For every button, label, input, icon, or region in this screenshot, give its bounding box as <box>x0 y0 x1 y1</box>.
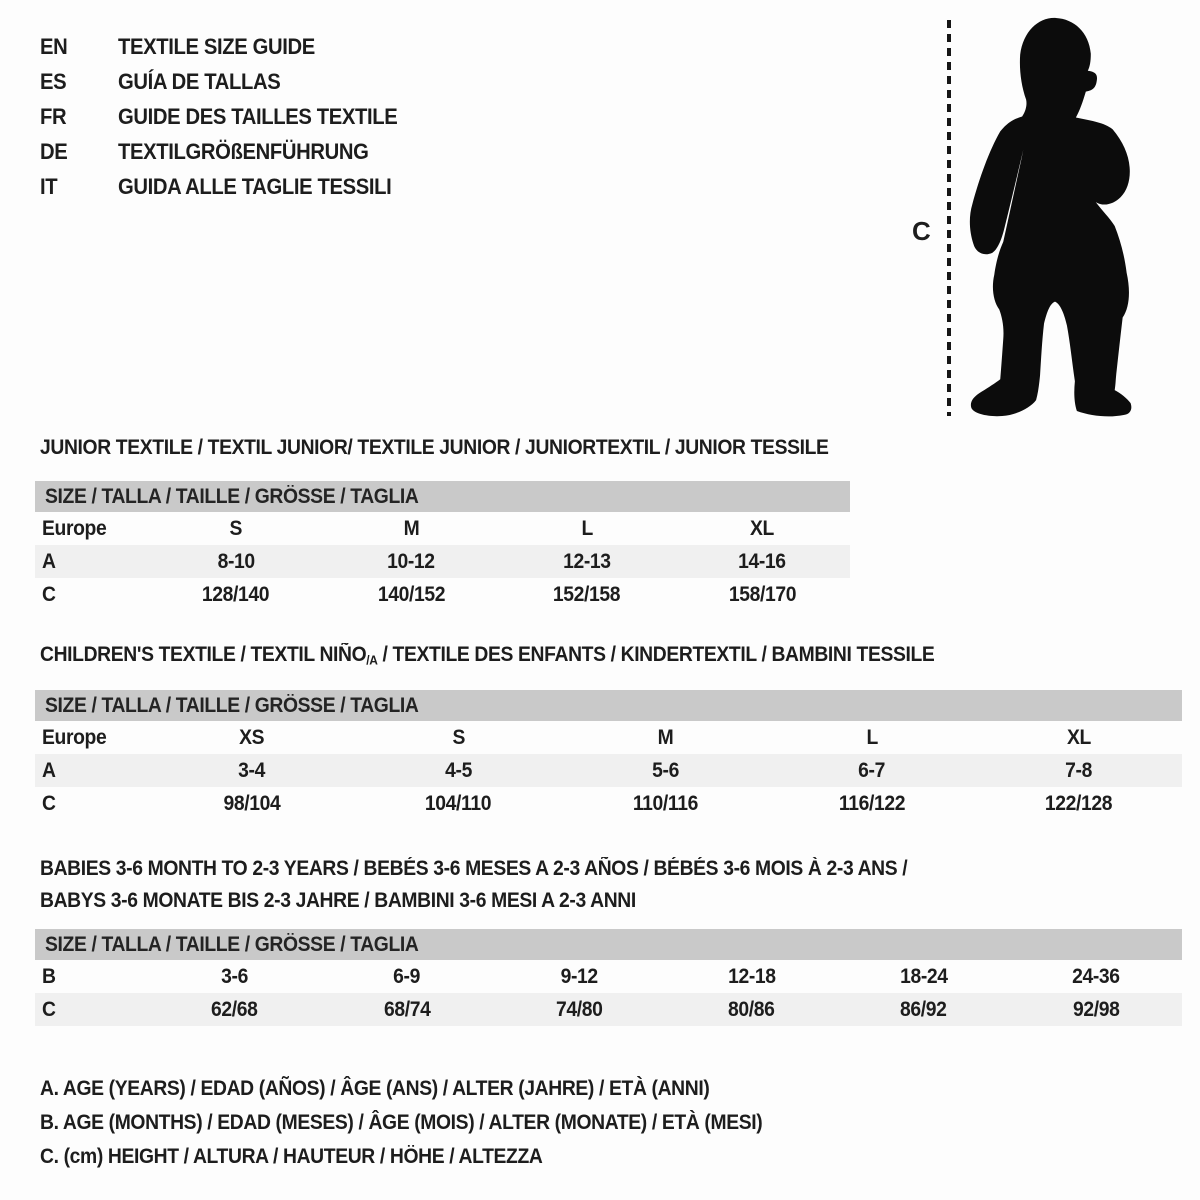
table-cell: 7-8 <box>1065 758 1093 782</box>
language-code: DE <box>40 139 68 164</box>
babies-row-age-months: B 3-6 6-9 9-12 12-18 18-24 24-36 <box>35 960 1182 993</box>
measurement-legend: A. AGE (YEARS) / EDAD (AÑOS) / ÂGE (ANS)… <box>40 1072 825 1174</box>
children-row-height: C 98/104 104/110 110/116 116/122 122/128 <box>35 787 1182 820</box>
language-row-de: DE TEXTILGRÖßENFÜHRUNG <box>40 134 422 169</box>
table-cell: 9-12 <box>560 964 599 988</box>
guide-title-it: GUIDA ALLE TAGLIE TESSILI <box>118 174 392 199</box>
nino-a-subscript: /A <box>366 652 378 668</box>
table-cell: 140/152 <box>377 582 446 606</box>
table-cell: 110/116 <box>632 791 699 815</box>
row-label: C <box>42 791 56 815</box>
column-header: XS <box>239 725 265 749</box>
babies-title-line1: BABIES 3-6 MONTH TO 2-3 YEARS / BEBÉS 3-… <box>40 857 908 880</box>
table-cell: 4-5 <box>445 758 472 782</box>
table-cell: 128/140 <box>202 582 270 606</box>
legend-height-cm: C. (cm) HEIGHT / ALTURA / HAUTEUR / HÖHE… <box>40 1145 543 1168</box>
height-measure-label: C <box>912 216 931 246</box>
table-cell: 24-36 <box>1072 964 1120 988</box>
guide-title-fr: GUIDE DES TAILLES TEXTILE <box>118 104 398 129</box>
language-row-fr: FR GUIDE DES TAILLES TEXTILE <box>40 99 422 134</box>
table-cell: 86/92 <box>900 997 947 1021</box>
row-label: B <box>42 964 56 988</box>
language-code: EN <box>40 34 68 59</box>
guide-title-de: TEXTILGRÖßENFÜHRUNG <box>118 139 369 164</box>
table-cell: 6-9 <box>393 964 421 988</box>
table-cell: 62/68 <box>211 997 258 1021</box>
row-label: A <box>42 549 56 573</box>
table-cell: 5-6 <box>651 758 679 782</box>
junior-size-table: SIZE / TALLA / TAILLE / GRÖSSE / TAGLIA … <box>35 481 850 611</box>
legend-age-years: A. AGE (YEARS) / EDAD (AÑOS) / ÂGE (ANS)… <box>40 1077 710 1100</box>
babies-row-height: C 62/68 68/74 74/80 80/86 86/92 92/98 <box>35 993 1182 1026</box>
table-cell: 92/98 <box>1072 997 1120 1021</box>
babies-section-title: BABIES 3-6 MONTH TO 2-3 YEARS / BEBÉS 3-… <box>40 853 983 917</box>
region-label: Europe <box>42 725 107 749</box>
table-cell: 6-7 <box>858 758 886 782</box>
table-cell: 3-6 <box>221 964 249 988</box>
language-code: ES <box>40 69 67 94</box>
junior-section-title: JUNIOR TEXTILE / TEXTIL JUNIOR/ TEXTILE … <box>40 436 829 459</box>
column-header: M <box>403 516 420 540</box>
language-code: FR <box>40 104 67 129</box>
column-header: S <box>452 725 465 749</box>
language-row-en: EN TEXTILE SIZE GUIDE <box>40 29 422 64</box>
table-cell: 98/104 <box>223 791 281 815</box>
junior-row-height: C 128/140 140/152 152/158 158/170 <box>35 578 850 611</box>
column-header: XL <box>750 516 775 540</box>
language-title-list: EN TEXTILE SIZE GUIDE ES GUÍA DE TALLAS … <box>40 29 422 204</box>
table-cell: 12-18 <box>727 964 776 988</box>
table-cell: 14-16 <box>738 549 787 573</box>
column-header: S <box>229 516 243 540</box>
row-label: A <box>42 758 56 782</box>
children-row-age: A 3-4 4-5 5-6 6-7 7-8 <box>35 754 1182 787</box>
table-cell: 8-10 <box>217 549 255 573</box>
language-row-es: ES GUÍA DE TALLAS <box>40 64 422 99</box>
column-header: XL <box>1066 725 1091 749</box>
table-cell: 18-24 <box>899 964 948 988</box>
table-cell: 3-4 <box>238 758 266 782</box>
babies-title-line2: BABYS 3-6 MONATE BIS 2-3 JAHRE / BAMBINI… <box>40 889 636 912</box>
children-size-table: SIZE / TALLA / TAILLE / GRÖSSE / TAGLIA … <box>35 690 1182 820</box>
table-cell: 152/158 <box>553 582 621 606</box>
height-measure-dashed-line <box>947 20 951 416</box>
column-header: L <box>866 725 878 749</box>
table-cell: 12-13 <box>562 549 611 573</box>
junior-columns-row: Europe S M L XL <box>35 512 850 545</box>
table-cell: 122/128 <box>1045 791 1113 815</box>
region-label: Europe <box>42 516 107 540</box>
junior-row-age: A 8-10 10-12 12-13 14-16 <box>35 545 850 578</box>
table-cell: 10-12 <box>387 549 436 573</box>
babies-size-header-bar: SIZE / TALLA / TAILLE / GRÖSSE / TAGLIA <box>35 929 1182 960</box>
column-header: M <box>657 725 674 749</box>
table-cell: 74/80 <box>555 997 603 1021</box>
children-columns-row: Europe XS S M L XL <box>35 721 1182 754</box>
table-cell: 104/110 <box>425 791 492 815</box>
children-section-title: CHILDREN'S TEXTILE / TEXTIL NIÑO/A / TEX… <box>40 643 935 668</box>
babies-size-table: SIZE / TALLA / TAILLE / GRÖSSE / TAGLIA … <box>35 929 1182 1026</box>
row-label: C <box>42 997 56 1021</box>
column-header: L <box>581 516 593 540</box>
table-cell: 80/86 <box>728 997 775 1021</box>
baby-silhouette-icon <box>969 17 1132 417</box>
guide-title-en: TEXTILE SIZE GUIDE <box>118 34 315 59</box>
row-label: C <box>42 582 56 606</box>
table-cell: 158/170 <box>728 582 797 606</box>
legend-age-months: B. AGE (MONTHS) / EDAD (MESES) / ÂGE (MO… <box>40 1111 763 1134</box>
guide-title-es: GUÍA DE TALLAS <box>118 69 281 94</box>
table-cell: 68/74 <box>383 997 431 1021</box>
language-code: IT <box>40 174 58 199</box>
junior-size-header-bar: SIZE / TALLA / TAILLE / GRÖSSE / TAGLIA <box>35 481 850 512</box>
children-size-header-bar: SIZE / TALLA / TAILLE / GRÖSSE / TAGLIA <box>35 690 1182 721</box>
table-cell: 116/122 <box>838 791 906 815</box>
language-row-it: IT GUIDA ALLE TAGLIE TESSILI <box>40 169 422 204</box>
